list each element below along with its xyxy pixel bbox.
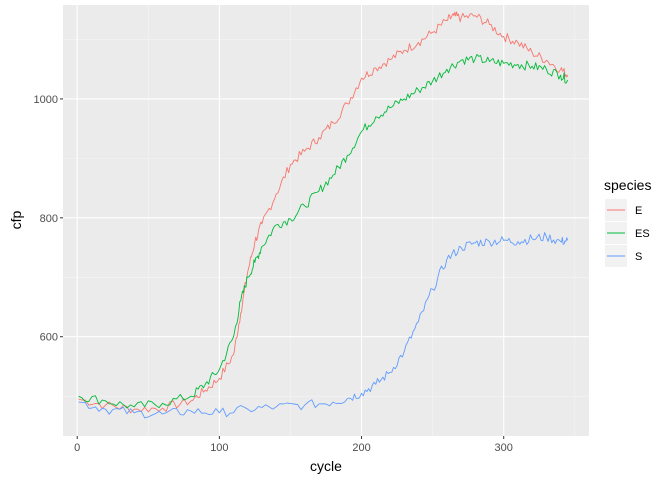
panel-background	[63, 5, 589, 436]
x-tick-label: 100	[210, 442, 228, 454]
y-axis: 600 800 1000	[34, 94, 63, 344]
x-tick-label: 0	[74, 442, 80, 454]
x-tick-label: 200	[352, 442, 370, 454]
grid-minor	[63, 5, 589, 436]
legend-title: species	[604, 177, 651, 193]
x-axis: 0 100 200 300	[74, 436, 513, 454]
series-layer	[78, 11, 569, 419]
series-line-e	[78, 11, 569, 414]
legend-label-es: ES	[635, 228, 650, 240]
legend-label-e: E	[635, 205, 642, 217]
series-line-s	[78, 232, 569, 419]
series-line-es	[78, 53, 569, 409]
x-tick-label: 300	[495, 442, 513, 454]
y-tick-label: 600	[40, 332, 58, 344]
y-tick-label: 800	[40, 213, 58, 225]
x-axis-title: cycle	[310, 458, 342, 474]
legend-label-s: S	[635, 251, 642, 263]
y-tick-label: 1000	[34, 94, 58, 106]
grid-major	[63, 5, 589, 436]
legend: species E ES S	[604, 177, 651, 267]
y-axis-title: cfp	[8, 210, 24, 229]
